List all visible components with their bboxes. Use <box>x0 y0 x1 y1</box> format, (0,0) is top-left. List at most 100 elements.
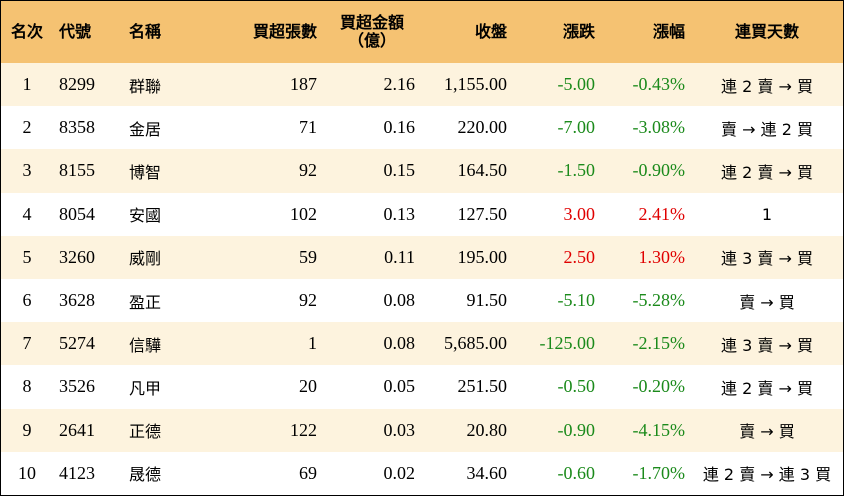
cell-net-buy-amount: 0.11 <box>384 246 415 267</box>
cell-change: -5.00 <box>557 74 596 95</box>
cell-streak: 賣 → 買 <box>739 292 795 312</box>
table-row: 9 2641 正德 122 0.03 20.80 -0.90 -4.15% 賣 → 買 <box>1 408 843 452</box>
table-row: 5 3260 威剛 59 0.11 195.00 2.50 1.30% 連 3 賣 → 買 <box>1 235 843 279</box>
cell-streak: 連 3 賣 → 買 <box>721 335 813 355</box>
cell-close: 220.00 <box>457 117 508 138</box>
cell-net-buy-lots: 59 <box>299 246 317 267</box>
cell-name: 晟德 <box>129 465 162 485</box>
cell-code: 2641 <box>59 419 95 440</box>
cell-net-buy-amount: 0.15 <box>383 160 416 181</box>
header-name: 名稱 <box>129 22 162 41</box>
cell-close: 164.50 <box>457 160 508 181</box>
table-row: 1 8299 群聯 187 2.16 1,155.00 -5.00 -0.43% 連 2 賣 →… <box>1 63 843 107</box>
cell-code: 5274 <box>59 333 95 354</box>
cell-rank: 6 <box>22 290 32 311</box>
table-row: 8 3526 凡甲 20 0.05 251.50 -0.50 -0.20% 連 2 賣 → 買 <box>1 365 843 409</box>
table-body: 1 8299 群聯 187 2.16 1,155.00 -5.00 -0.43% 連 2 賣 →… <box>1 63 843 495</box>
table-row: 3 8155 博智 92 0.15 164.50 -1.50 -0.90% 連 2 賣 → 買 <box>1 149 843 193</box>
cell-rank: 1 <box>22 74 32 95</box>
cell-streak: 賣 → 買 <box>739 422 795 442</box>
cell-net-buy-lots: 122 <box>290 419 317 440</box>
cell-net-buy-lots: 71 <box>299 117 317 138</box>
header-change: 漲跌 <box>562 22 595 41</box>
table-row: 2 8358 金居 71 0.16 220.00 -7.00 -3.08% 賣 → 連 2 買 <box>1 106 843 150</box>
cell-name: 金居 <box>129 119 162 139</box>
header-net-buy-amount-line2: （億） <box>347 31 396 50</box>
cell-change: -7.00 <box>557 117 596 138</box>
cell-streak: 連 3 賣 → 買 <box>721 249 813 269</box>
cell-change: -0.50 <box>557 376 596 397</box>
cell-rank: 5 <box>22 246 32 267</box>
cell-close: 195.00 <box>457 246 508 267</box>
cell-code: 8054 <box>59 203 95 224</box>
cell-net-buy-amount: 0.03 <box>383 419 416 440</box>
cell-change-pct: -5.28% <box>632 290 686 311</box>
cell-close: 127.50 <box>457 203 508 224</box>
cell-name: 凡甲 <box>129 378 162 398</box>
cell-net-buy-lots: 102 <box>290 203 317 224</box>
cell-rank: 3 <box>22 160 32 181</box>
cell-change: 2.50 <box>563 246 596 267</box>
cell-streak: 連 2 賣 → 買 <box>721 162 813 182</box>
cell-change-pct: -4.15% <box>632 419 686 440</box>
cell-streak: 賣 → 連 2 買 <box>721 119 813 139</box>
cell-streak: 連 2 賣 → 連 3 買 <box>702 465 832 485</box>
cell-streak: 連 2 賣 → 買 <box>721 76 813 96</box>
cell-code: 3628 <box>59 290 95 311</box>
cell-rank: 7 <box>22 333 32 354</box>
cell-net-buy-lots: 92 <box>299 160 317 181</box>
cell-change-pct: -0.20% <box>632 376 686 397</box>
cell-rank: 2 <box>22 117 32 138</box>
cell-net-buy-amount: 0.08 <box>383 290 416 311</box>
cell-change: 3.00 <box>563 203 596 224</box>
cell-streak: 1 <box>761 204 773 224</box>
cell-name: 博智 <box>129 162 162 182</box>
cell-name: 正德 <box>129 422 162 442</box>
cell-code: 3526 <box>59 376 95 397</box>
table-row: 10 4123 晟德 69 0.02 34.60 -0.60 -1.70% 連 2 賣 → 連 … <box>1 451 843 495</box>
cell-change: -1.50 <box>557 160 596 181</box>
cell-rank: 8 <box>22 376 32 397</box>
cell-net-buy-lots: 20 <box>299 376 317 397</box>
cell-net-buy-amount: 0.16 <box>383 117 416 138</box>
cell-name: 信驊 <box>129 335 162 355</box>
cell-code: 3260 <box>59 246 95 267</box>
cell-name: 安國 <box>129 206 162 226</box>
header-change-pct: 漲幅 <box>652 22 685 41</box>
cell-close: 20.80 <box>466 419 508 440</box>
cell-net-buy-lots: 69 <box>299 462 317 483</box>
cell-change-pct: -1.70% <box>632 462 686 483</box>
cell-net-buy-lots: 1 <box>308 333 317 354</box>
header-rank: 名次 <box>10 22 43 41</box>
cell-change-pct: 1.30% <box>638 246 686 267</box>
cell-close: 34.60 <box>466 462 508 483</box>
cell-name: 群聯 <box>129 76 162 96</box>
cell-code: 8299 <box>59 74 95 95</box>
cell-code: 8358 <box>59 117 95 138</box>
header-code: 代號 <box>59 22 92 41</box>
table-row: 6 3628 盈正 92 0.08 91.50 -5.10 -5.28% 賣 → 買 <box>1 278 843 323</box>
cell-net-buy-amount: 0.05 <box>383 376 416 397</box>
cell-change: -125.00 <box>539 333 596 354</box>
cell-name: 盈正 <box>129 292 162 312</box>
cell-close: 91.50 <box>466 290 508 311</box>
cell-name: 威剛 <box>129 249 162 269</box>
cell-streak: 連 2 賣 → 買 <box>721 378 813 398</box>
table-row: 4 8054 安國 102 0.13 127.50 3.00 2.41% 1 <box>1 192 843 236</box>
cell-close: 5,685.00 <box>444 333 507 354</box>
cell-code: 8155 <box>59 160 95 181</box>
cell-change-pct: -0.43% <box>632 74 686 95</box>
header-close: 收盤 <box>474 22 507 41</box>
cell-net-buy-amount: 0.02 <box>383 462 416 483</box>
cell-change-pct: -3.08% <box>632 117 686 138</box>
cell-rank: 9 <box>22 419 32 440</box>
cell-change: -5.10 <box>557 290 596 311</box>
header-streak: 連買天數 <box>734 22 799 41</box>
cell-net-buy-amount: 0.08 <box>383 333 416 354</box>
header-net-buy-lots: 買超張數 <box>252 22 317 41</box>
cell-net-buy-amount: 0.13 <box>383 203 416 224</box>
cell-rank: 10 <box>18 462 36 483</box>
cell-change: -0.90 <box>557 419 596 440</box>
cell-close: 251.50 <box>457 376 508 397</box>
